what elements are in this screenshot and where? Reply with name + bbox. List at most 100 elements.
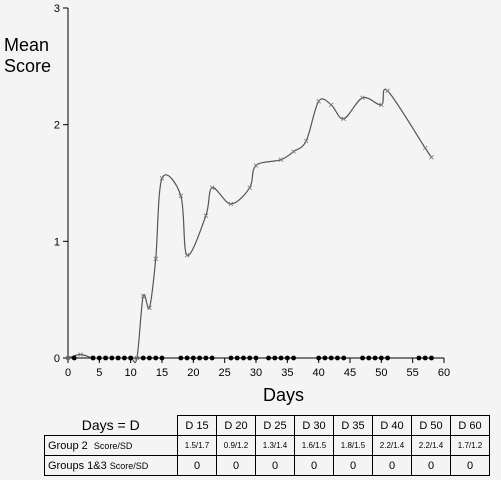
- x-tick-label: 5: [96, 367, 102, 379]
- y-tick-label: 1: [54, 236, 60, 248]
- column-header: D 60: [450, 415, 490, 436]
- summary-table-header-label: Days = D: [81, 417, 140, 434]
- data-point-dot: [234, 355, 240, 361]
- data-point-marker: [247, 185, 253, 190]
- data-point-marker: [159, 176, 165, 181]
- x-axis-label: Days: [263, 385, 305, 405]
- data-point-dot: [335, 355, 340, 361]
- data-point-dot: [115, 355, 121, 361]
- data-point-dot: [360, 355, 365, 361]
- y-axis-label-line-2: Score: [4, 56, 52, 76]
- row-label-text: Group 2: [48, 439, 88, 452]
- column-header: D 15: [177, 415, 217, 436]
- data-point-dot: [178, 355, 184, 361]
- table-cell: 0.9/1.2: [216, 435, 256, 456]
- table-cell: 1.3/1.4: [255, 435, 295, 456]
- data-point-marker: [422, 145, 428, 151]
- table-row: Group 2 Score/SD 1.5/1.7 0.9/1.2 1.3/1.4…: [44, 435, 490, 456]
- summary-table-header-row: Days = D D 15 D 20 D 25 D 30 D 35 D 40 D…: [45, 415, 490, 436]
- summary-table: Days = D D 15 D 20 D 25 D 30 D 35 D 40 D…: [44, 415, 490, 476]
- x-tick-label: 45: [344, 367, 356, 379]
- table-cell: 1.7/1.2: [450, 435, 490, 456]
- table-cell: 0: [333, 455, 373, 476]
- data-point-dot: [241, 355, 246, 361]
- data-point-marker: [134, 355, 140, 361]
- data-point-dot: [209, 355, 215, 361]
- data-point-dot: [284, 355, 290, 361]
- table-cell: 0: [411, 455, 451, 476]
- x-tick-label: 20: [187, 367, 199, 379]
- row-label: Groups 1&3 Score/SD: [44, 455, 178, 476]
- column-header: D 25: [255, 415, 295, 436]
- data-point-dot: [278, 355, 284, 361]
- data-point-dot: [422, 355, 428, 361]
- data-point-dot: [385, 355, 390, 361]
- x-tick-label: 10: [125, 367, 137, 379]
- data-point-marker: [184, 253, 190, 258]
- y-tick-label: 3: [54, 3, 60, 15]
- data-point-dot: [291, 355, 296, 361]
- chart-series: [65, 88, 434, 364]
- column-header: D 20: [216, 415, 256, 436]
- data-point-marker: [328, 102, 334, 108]
- data-point-dot: [378, 355, 384, 361]
- table-cell: 0: [450, 455, 490, 476]
- row-label-text: Groups 1&3: [48, 459, 107, 472]
- data-point-dot: [272, 355, 278, 361]
- data-point-dot: [366, 355, 372, 361]
- data-point-marker: [203, 213, 209, 218]
- data-point-dot: [253, 355, 259, 361]
- data-point-marker: [147, 305, 152, 311]
- table-row: Groups 1&3 Score/SD 0 0 0 0 0 0 0 0: [44, 455, 490, 476]
- row-label: Group 2 Score/SD: [44, 435, 178, 456]
- y-tick-label: 0: [54, 353, 60, 365]
- data-point-dot: [228, 355, 234, 361]
- data-point-dot: [372, 355, 378, 361]
- table-cell: 1.8/1.5: [333, 435, 373, 456]
- data-point-dot: [147, 355, 152, 361]
- data-point-dot: [197, 355, 203, 361]
- table-cell: 2.2/1.4: [411, 435, 451, 456]
- data-point-dot: [247, 355, 253, 361]
- y-tick-label: 2: [54, 120, 60, 132]
- data-point-dot: [128, 355, 134, 361]
- y-axis-label-line-1: Mean: [4, 35, 50, 55]
- x-tick-label: 25: [219, 367, 231, 379]
- data-point-dot: [429, 355, 434, 361]
- data-point-marker: [360, 95, 365, 101]
- data-point-marker: [379, 102, 384, 108]
- data-point-marker: [228, 201, 234, 207]
- data-point-marker: [178, 193, 184, 199]
- data-point-dot: [190, 355, 196, 361]
- x-tick-label: 55: [407, 367, 419, 379]
- y-axis-label: Mean Score: [4, 35, 51, 77]
- row-sublabel: Score/SD: [93, 440, 133, 451]
- data-point-marker: [78, 352, 83, 357]
- table-cell: 0: [177, 455, 217, 476]
- table-cell: 2.2/1.4: [372, 435, 412, 456]
- data-point-marker: [341, 116, 347, 122]
- x-tick-label: 30: [250, 367, 262, 379]
- data-point-marker: [429, 155, 434, 160]
- data-point-marker: [253, 163, 259, 168]
- data-point-dot: [140, 355, 146, 361]
- data-point-dot: [203, 355, 209, 361]
- data-point-dot: [266, 355, 271, 361]
- data-point-dot: [96, 355, 102, 361]
- data-point-dot: [71, 355, 77, 361]
- data-point-marker: [303, 138, 309, 144]
- column-header: D 30: [294, 415, 334, 436]
- data-point-marker: [153, 256, 159, 262]
- data-point-dot: [328, 355, 334, 361]
- data-point-marker: [278, 157, 284, 162]
- x-tick-label: 0: [65, 367, 71, 379]
- data-point-dot: [416, 355, 422, 361]
- data-point-marker: [316, 99, 321, 104]
- data-point-marker: [140, 293, 146, 299]
- table-cell: 0: [216, 455, 256, 476]
- x-tick-label: 40: [313, 367, 325, 379]
- table-cell: 1.6/1.5: [294, 435, 334, 456]
- data-point-marker: [65, 355, 71, 361]
